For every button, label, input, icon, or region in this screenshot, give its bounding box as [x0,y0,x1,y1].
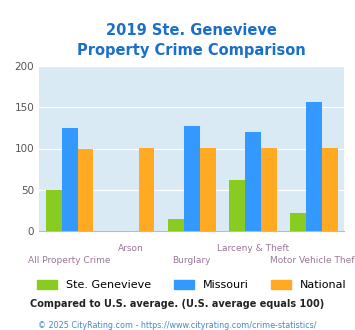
Text: Motor Vehicle Theft: Motor Vehicle Theft [270,256,355,265]
Bar [200,148,215,231]
Bar [229,180,245,231]
Bar [138,148,154,231]
Bar [62,128,77,231]
Bar [184,126,200,231]
Text: Larceny & Theft: Larceny & Theft [217,244,289,253]
Bar [168,218,184,231]
Bar [46,190,62,231]
Text: Burglary: Burglary [173,256,211,265]
Text: Compared to U.S. average. (U.S. average equals 100): Compared to U.S. average. (U.S. average … [31,299,324,309]
Bar [245,132,261,231]
Text: © 2025 CityRating.com - https://www.cityrating.com/crime-statistics/: © 2025 CityRating.com - https://www.city… [38,321,317,330]
Bar [261,148,277,231]
Text: All Property Crime: All Property Crime [28,256,111,265]
Bar [306,102,322,231]
Bar [290,213,306,231]
Legend: Ste. Genevieve, Missouri, National: Ste. Genevieve, Missouri, National [33,275,350,295]
Title: 2019 Ste. Genevieve
Property Crime Comparison: 2019 Ste. Genevieve Property Crime Compa… [77,23,306,58]
Bar [77,148,93,231]
Bar [322,148,338,231]
Text: Arson: Arson [118,244,143,253]
